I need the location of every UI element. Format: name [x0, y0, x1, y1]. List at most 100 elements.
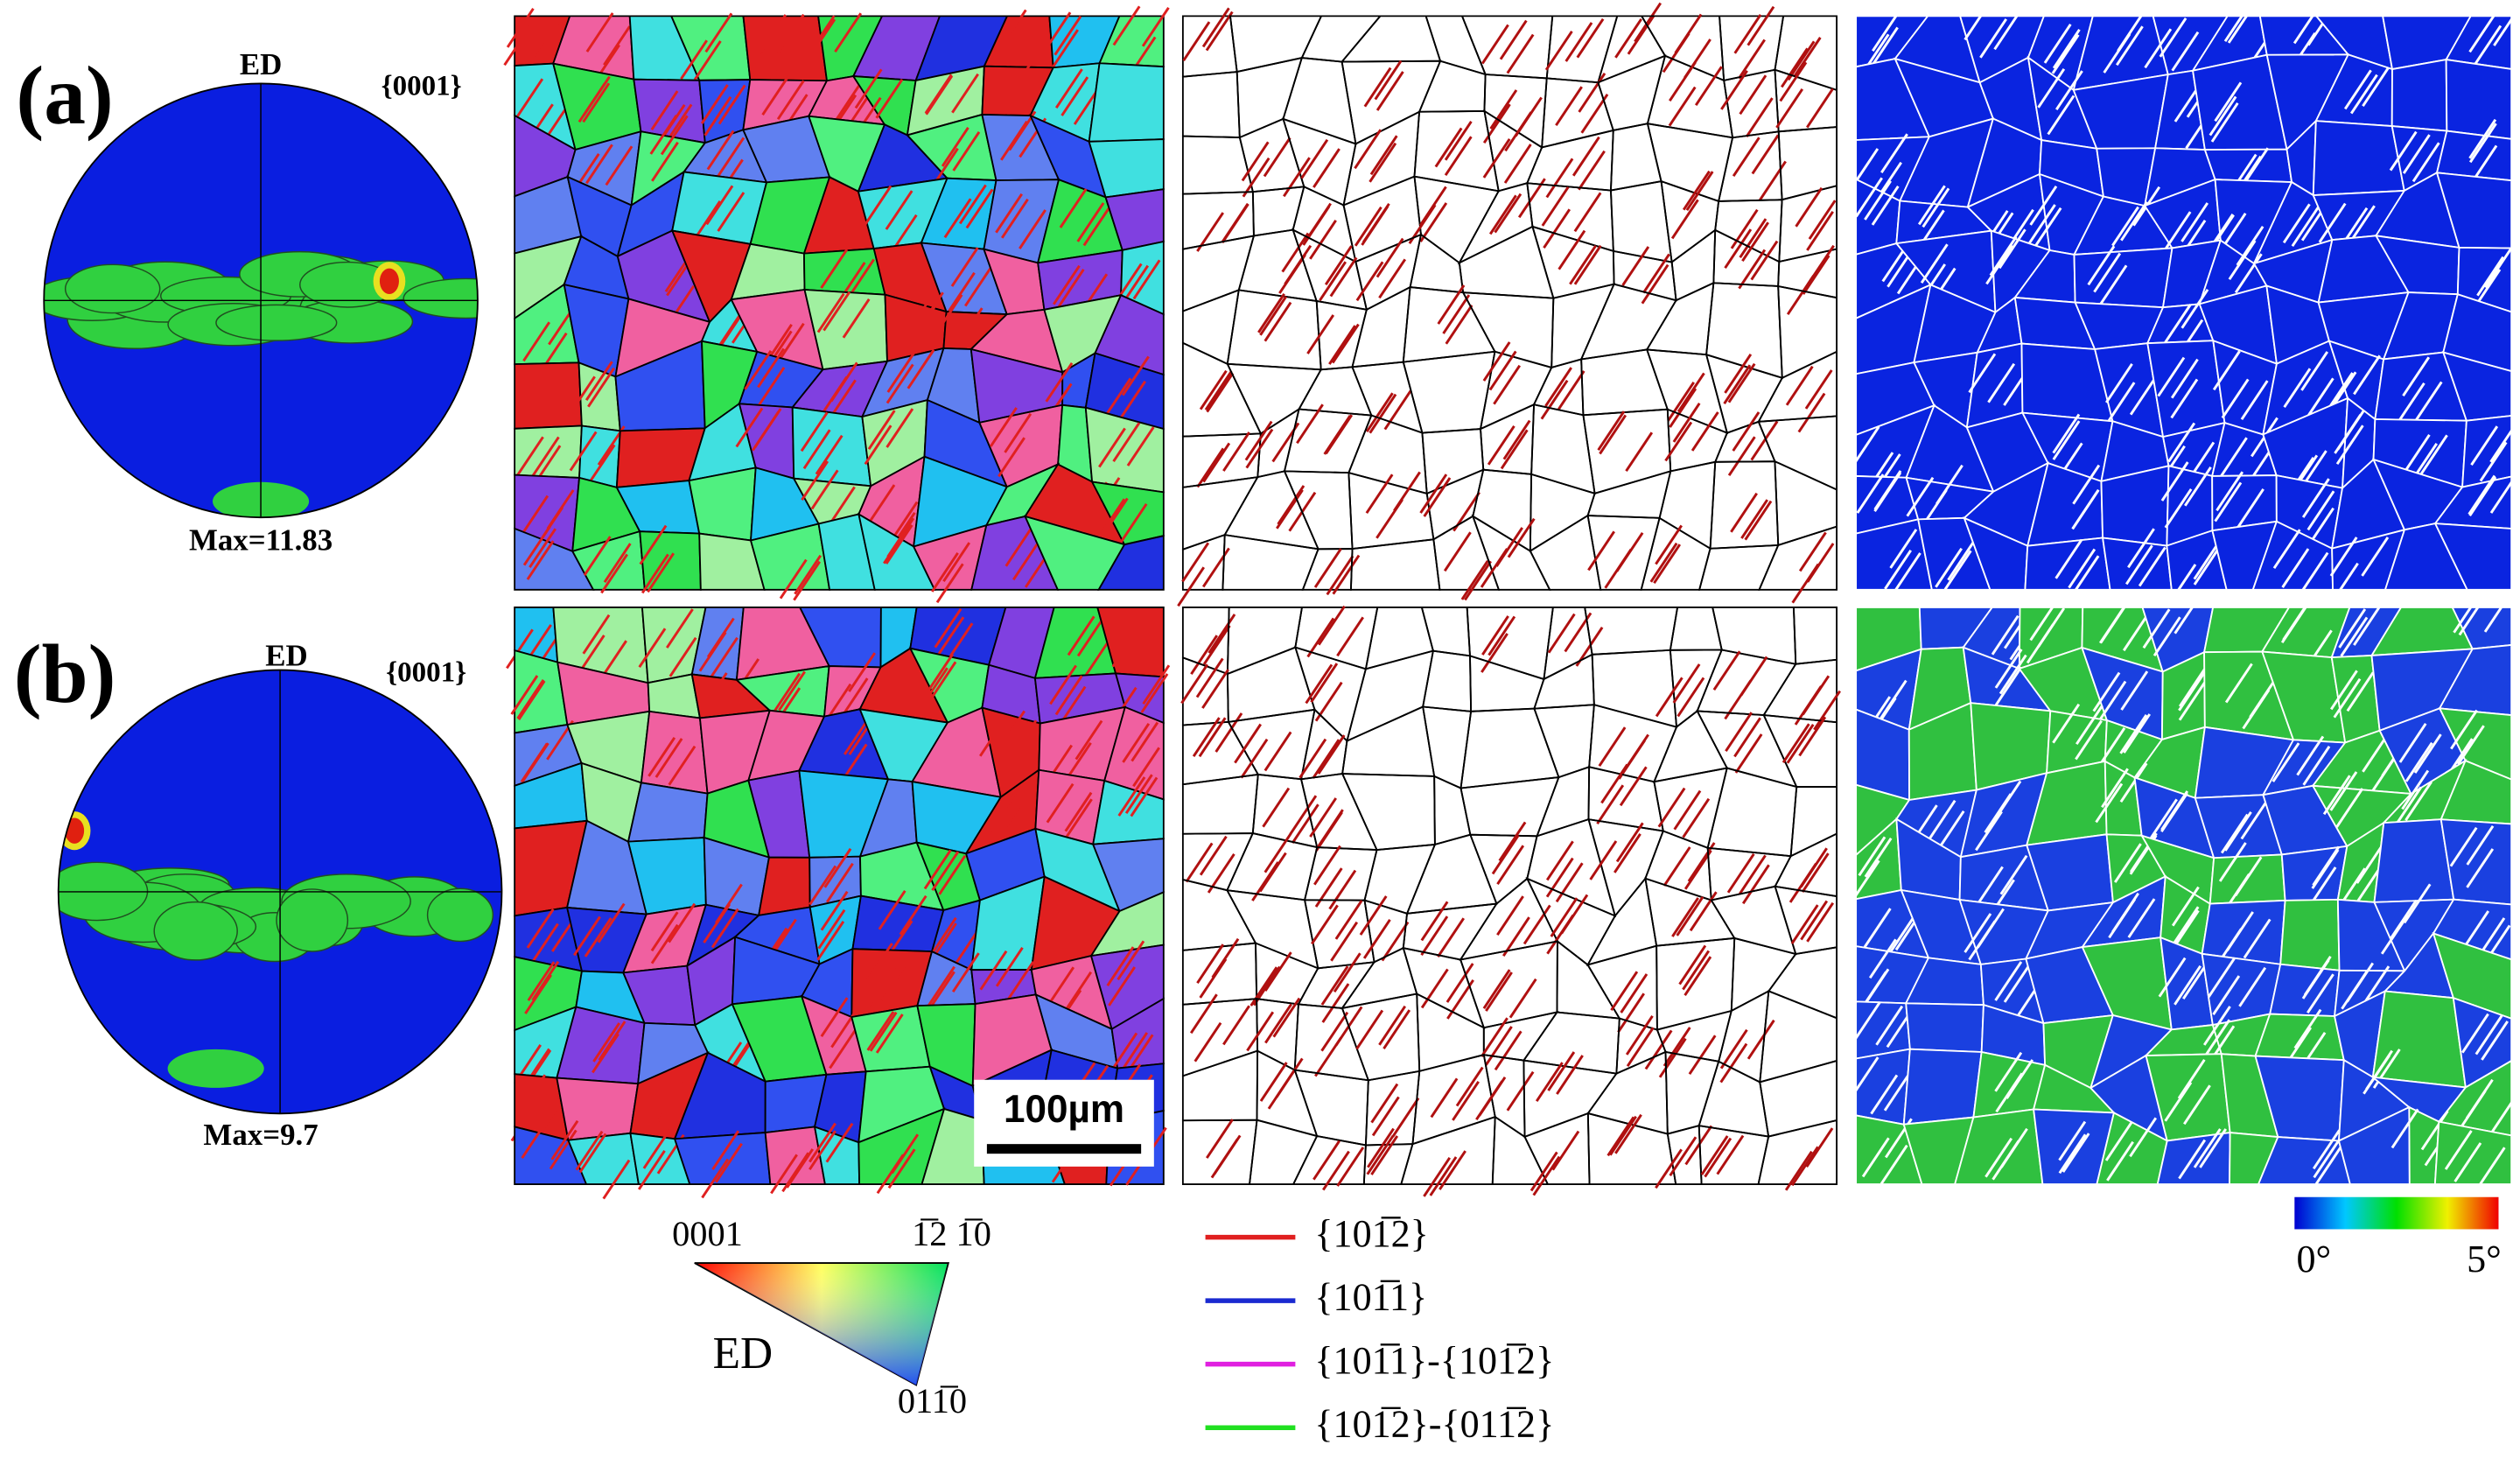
- twin: [639, 524, 668, 565]
- twin: [2108, 898, 2137, 939]
- twin: [1190, 635, 1219, 675]
- twin: [1694, 66, 1723, 107]
- twin: [1054, 675, 1083, 716]
- twin: [1363, 67, 1392, 108]
- twin: [650, 911, 679, 952]
- twin: [1480, 548, 1508, 588]
- twin: [2353, 354, 2381, 396]
- twin: [1662, 1027, 1691, 1067]
- grain: [1905, 1002, 1984, 1053]
- twin: [2058, 1133, 2087, 1175]
- twin: [1487, 424, 1516, 466]
- twin: [1369, 135, 1398, 176]
- twin: [920, 667, 948, 708]
- kam-scale: 0° 5°: [2294, 1196, 2502, 1280]
- twin: [546, 489, 575, 530]
- twin: [2183, 1084, 2211, 1126]
- twin: [2243, 918, 2272, 959]
- twin: [2152, 616, 2181, 657]
- twin: [1130, 721, 1159, 762]
- twin: [1987, 362, 2016, 403]
- twin: [1989, 235, 2018, 277]
- twin: [1851, 1056, 1880, 1097]
- pole-density: [167, 1049, 264, 1088]
- twin: [834, 81, 863, 122]
- twin: [1884, 549, 1912, 590]
- twin: [2468, 118, 2497, 159]
- twin: [1655, 524, 1683, 565]
- twin: [710, 908, 739, 949]
- twin: [808, 865, 837, 906]
- twin: [1317, 605, 1346, 646]
- twin: [1455, 1066, 1484, 1107]
- twin: [1423, 477, 1452, 517]
- twin: [1368, 142, 1397, 183]
- twin: [2142, 608, 2171, 649]
- grain: [556, 1077, 640, 1141]
- twin: [2216, 471, 2244, 512]
- twin: [2306, 377, 2334, 418]
- twin: [578, 1133, 607, 1174]
- twin: [1481, 24, 1509, 65]
- twin: [1685, 171, 1714, 211]
- twin: [2346, 671, 2375, 712]
- twin: [2312, 1129, 2341, 1170]
- twin: [2402, 134, 2431, 174]
- twin: [2034, 207, 2062, 248]
- twin: [1798, 716, 1827, 757]
- twin: [1004, 798, 1033, 839]
- twin: [1906, 476, 1935, 517]
- twin: [744, 349, 773, 390]
- twin: [2218, 842, 2247, 882]
- twin: [2356, 844, 2384, 884]
- pole-plane: {0001}: [386, 657, 466, 689]
- twin: [1420, 901, 1449, 942]
- twin: [1644, 1029, 1673, 1070]
- twin: [1655, 677, 1684, 718]
- twin: [1485, 1026, 1513, 1066]
- twin: [1597, 410, 1626, 451]
- twin: [2335, 788, 2364, 828]
- boundary-legend: {101̅2} {101̅1} {101̅1}-{101̅2} {101̅2}-{01…: [1205, 1212, 1554, 1445]
- twin: [828, 486, 856, 527]
- twin: [1791, 1146, 1819, 1187]
- twin: [2202, 1019, 2231, 1060]
- twin: [2403, 883, 2432, 924]
- twin: [1506, 1070, 1535, 1112]
- maps: [43, 0, 2520, 1200]
- twin: [1782, 723, 1810, 764]
- twin: [2292, 4, 2321, 45]
- twin: [1589, 840, 1618, 880]
- kam-map: [1851, 0, 2520, 604]
- twin: [1005, 28, 1034, 69]
- twin: [1619, 766, 1648, 807]
- twin: [1310, 663, 1339, 703]
- twin: [1098, 427, 1126, 468]
- twin: [1798, 531, 1827, 572]
- twin: [1508, 978, 1537, 1019]
- twin: [1626, 1027, 1655, 1068]
- twin: [923, 849, 952, 890]
- twin: [1142, 664, 1171, 705]
- twin: [2394, 786, 2423, 827]
- twin: [1043, 11, 1072, 53]
- twin: [1985, 244, 2013, 285]
- twin: [875, 78, 904, 119]
- twin: [703, 903, 732, 943]
- twin: [1118, 380, 1146, 421]
- twin: [2101, 768, 2129, 809]
- twin: [531, 436, 560, 477]
- twin: [1362, 919, 1391, 959]
- twin: [1620, 973, 1648, 1014]
- twin: [2240, 799, 2269, 840]
- twin: [2281, 548, 2310, 588]
- twin: [1064, 971, 1093, 1012]
- twin: [1365, 473, 1394, 515]
- twin: [2164, 488, 2193, 529]
- twin: [776, 13, 805, 54]
- twin: [1739, 74, 1768, 116]
- twin: [995, 193, 1024, 234]
- twin: [802, 429, 831, 470]
- twin: [2223, 811, 2252, 852]
- twin: [1370, 1135, 1399, 1175]
